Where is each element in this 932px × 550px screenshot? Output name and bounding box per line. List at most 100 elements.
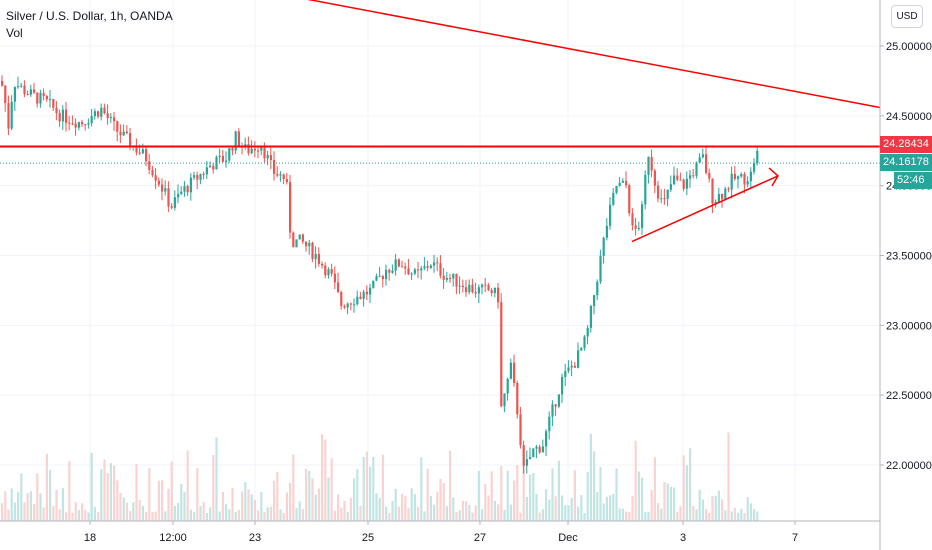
countdown-tag: 52:46	[894, 172, 932, 189]
volume-bar	[669, 486, 672, 521]
volume-bar	[266, 507, 269, 521]
currency-button[interactable]: USD	[891, 5, 923, 28]
time-tick-label: 12:00	[159, 532, 187, 544]
time-tick-label: 23	[249, 532, 261, 544]
candle-body	[305, 241, 308, 247]
candle-body	[545, 431, 548, 447]
volume-bar	[189, 509, 192, 521]
volume-bar	[1, 503, 4, 521]
candle-body	[10, 101, 13, 129]
time-tick-label: 25	[362, 532, 374, 544]
chart-grid	[0, 0, 880, 521]
candle-body	[106, 113, 109, 119]
candle-body	[407, 268, 410, 275]
candle-body	[26, 94, 29, 96]
candle-body	[205, 167, 208, 175]
volume-bar	[148, 468, 151, 521]
candle-body	[564, 371, 567, 378]
volume-bar	[551, 468, 554, 521]
candle-body	[740, 174, 743, 177]
volume-bar	[26, 493, 29, 521]
candle-body	[541, 446, 544, 453]
volume-bar	[282, 512, 285, 521]
volume-bar	[481, 509, 484, 521]
volume-bar	[308, 470, 311, 521]
candle-body	[42, 92, 45, 97]
candle-body	[81, 122, 84, 125]
volume-bar	[561, 495, 564, 521]
candle-body	[231, 148, 234, 151]
volume-bar	[417, 506, 420, 521]
candle-body	[253, 148, 256, 151]
volume-bar	[244, 482, 247, 521]
volume-bar	[205, 512, 208, 521]
volume-bar	[260, 492, 263, 521]
candle-body	[583, 336, 586, 348]
volume-bar	[209, 507, 212, 521]
candle-body	[250, 148, 253, 154]
candle-body	[202, 174, 205, 176]
candle-body	[673, 175, 676, 185]
candle-body	[397, 259, 400, 267]
volume-bar	[705, 509, 708, 521]
candle-body	[634, 225, 637, 229]
symbol-title[interactable]: Silver / U.S. Dollar, 1h, OANDA	[6, 9, 173, 23]
candle-body	[625, 180, 628, 186]
volume-bar	[628, 511, 631, 521]
candle-body	[410, 273, 413, 275]
candle-body	[119, 131, 122, 136]
volume-bar	[407, 507, 410, 521]
volume-bar	[36, 473, 39, 521]
price-tick-label: 23.50000	[886, 251, 932, 263]
candle-body	[180, 191, 183, 194]
descending-trendline	[307, 0, 881, 109]
candle-body	[701, 154, 704, 158]
volume-bar	[385, 506, 388, 521]
candle-body	[289, 182, 292, 233]
price-tick-label: 22.50000	[886, 390, 932, 402]
candle-body	[45, 96, 48, 100]
volume-bar	[276, 471, 279, 521]
candle-body	[481, 284, 484, 288]
volume-bar	[548, 499, 551, 521]
candle-body	[708, 172, 711, 179]
candle-body	[308, 242, 311, 247]
volume-bar	[87, 512, 90, 521]
candle-body	[170, 206, 173, 208]
time-tick-label: 18	[84, 532, 96, 544]
volume-bar	[20, 473, 23, 521]
volume-bar	[378, 497, 381, 521]
candle-body	[324, 265, 327, 276]
candle-body	[637, 227, 640, 229]
volume-bar	[567, 505, 570, 521]
volume-bar	[756, 511, 759, 521]
candle-body	[557, 394, 560, 407]
volume-bar	[234, 511, 237, 521]
volume-bar	[487, 495, 490, 521]
volume-bar	[372, 456, 375, 521]
volume-bar	[215, 437, 218, 521]
volume-bar	[93, 506, 96, 521]
candle-body	[676, 175, 679, 180]
volume-bar	[663, 481, 666, 521]
volume-bar	[541, 509, 544, 521]
volume-bar	[737, 512, 740, 521]
volume-bar	[493, 500, 496, 521]
volume-bar	[721, 499, 724, 521]
volume-bar	[727, 432, 730, 521]
volume-bar	[506, 470, 509, 521]
candle-body	[298, 234, 301, 240]
candle-body	[516, 382, 519, 415]
volume-bar	[602, 503, 605, 521]
candle-body	[317, 253, 320, 264]
candle-body	[113, 117, 116, 122]
candle-body	[269, 155, 272, 161]
candle-body	[743, 174, 746, 185]
volume-indicator-label[interactable]: Vol	[6, 26, 23, 40]
candle-body	[186, 186, 189, 193]
candle-body	[455, 273, 458, 287]
candle-body	[196, 175, 199, 180]
volume-bar	[673, 487, 676, 521]
candle-body	[660, 198, 663, 200]
